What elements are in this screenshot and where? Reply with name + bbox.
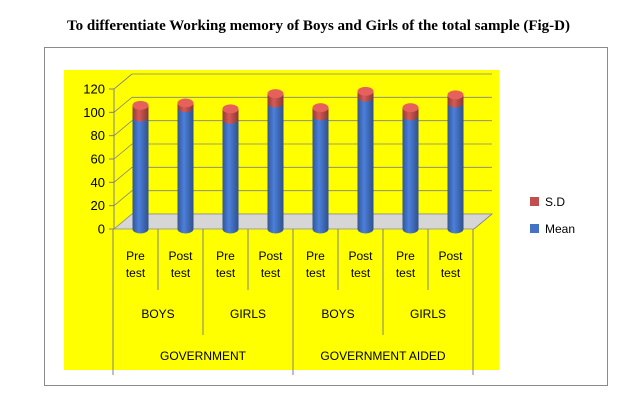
y-axis: 0 20 40 60 80 100 120 [83,82,114,237]
bar-stack [267,89,284,234]
chart-title: To differentiate Working memory of Boys … [66,18,571,34]
category-label: Pre [396,249,415,263]
gridline-side [113,120,133,136]
category-label: test [306,266,326,280]
category-label: test [171,266,191,280]
bar-mean-body [132,117,149,234]
bar-stack [312,103,329,234]
bar-top-cap [357,86,374,96]
y-tick-label: 0 [98,222,105,237]
bar-top-cap [402,103,419,113]
group-label: GIRLS [410,307,446,321]
floor-right-edge [473,213,493,230]
category-label: Pre [126,249,145,263]
category-label: test [216,266,236,280]
bar-stack [357,86,374,234]
bar-sd-body [132,105,149,122]
legend-swatch [530,197,539,206]
bar-mean-body [312,115,329,234]
bar-stack [222,104,239,234]
category-label: Pre [306,249,325,263]
category-label: test [441,266,461,280]
bar-stack [177,98,194,234]
bar-mean-body [222,119,239,234]
bar-top-cap [447,90,464,100]
bar-mean-body [447,103,464,234]
category-label: test [351,266,371,280]
group-label: BOYS [321,307,354,321]
y-tick-label: 120 [83,82,105,97]
bar-top-cap [177,98,194,108]
y-tick-label: 60 [91,152,105,167]
category-label: Post [168,249,193,263]
gridline-side [113,143,133,160]
bar-mean-body [177,107,194,234]
group-label: BOYS [141,307,174,321]
legend-swatch [530,224,539,233]
category-label: test [396,266,416,280]
y-tick-label: 100 [83,105,105,120]
gridline-side [113,190,133,206]
bar-stack [402,103,419,234]
category-label: Post [438,249,463,263]
group-label: GIRLS [230,307,266,321]
bar-top-cap [132,100,149,110]
bar-mean-body [402,115,419,234]
category-label: Post [258,249,283,263]
legend-label: S.D [545,195,565,209]
category-label: Post [348,249,373,263]
left-wall-top [113,73,133,90]
category-label: test [126,266,146,280]
category-label: Pre [216,249,235,263]
category-label: test [261,266,281,280]
gridline-side [113,167,133,183]
bars [132,86,464,234]
y-tick-label: 40 [91,175,105,190]
supergroup-label: GOVERNMENT AIDED [320,349,445,363]
x-axis-categories: Pre test Post test Pre test Post test Pre test Pos… [112,213,493,375]
bar-top-cap [267,89,284,99]
plot-floor [112,213,494,230]
bar-top-cap [312,103,329,113]
legend: S.D Mean [530,195,575,236]
bar-mean-body [357,97,374,234]
supergroup-label: GOVERNMENT [160,349,247,363]
bar-stack [132,100,149,234]
y-tick-label: 80 [91,128,105,143]
bar-top-cap [222,104,239,114]
legend-label: Mean [545,222,575,236]
y-tick-label: 20 [91,198,105,213]
bar-mean-body [267,103,284,234]
bar-stack [447,90,464,234]
gridline-side [113,97,133,113]
